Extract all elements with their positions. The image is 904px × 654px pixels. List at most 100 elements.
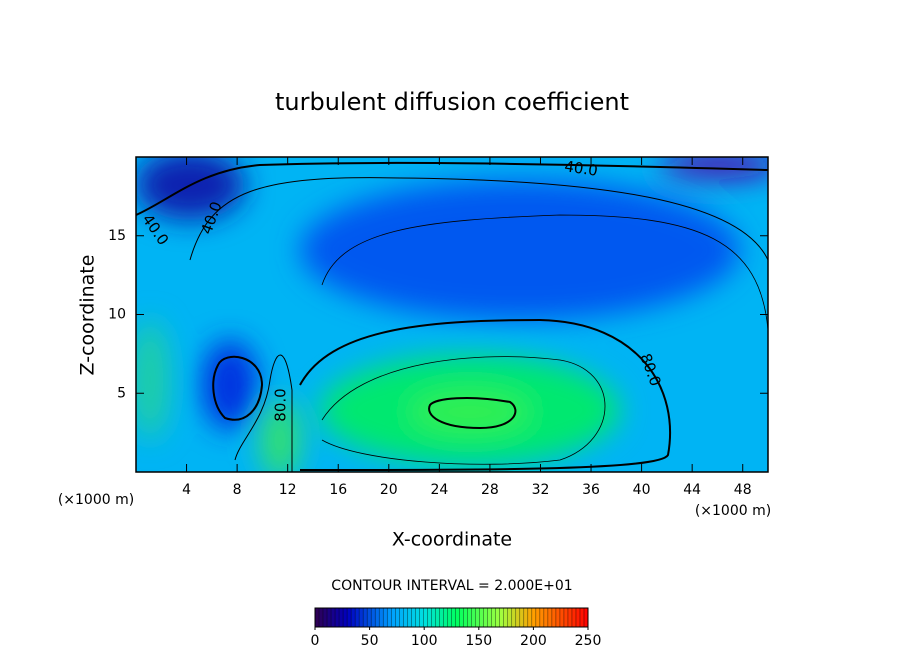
- colorbar-cell: [339, 608, 344, 627]
- x-tick-label: 32: [532, 482, 550, 498]
- colorbar-cell: [483, 608, 488, 627]
- y-axis-title: Z-coordinate: [77, 255, 99, 376]
- x-tick-label: 44: [683, 482, 701, 498]
- x-tick-label: 40: [633, 482, 651, 498]
- colorbar-cell: [567, 608, 573, 627]
- chart-title: turbulent diffusion coefficient: [275, 88, 629, 116]
- colorbar-cell: [351, 608, 356, 627]
- colorbar-cell: [383, 608, 388, 627]
- colorbar-cell: [491, 608, 496, 627]
- x-unit-label: (×1000 m): [58, 492, 134, 508]
- colorbar-cell: [563, 608, 569, 627]
- y-tick-label: 10: [108, 307, 126, 323]
- colorbar-cell: [379, 608, 384, 627]
- colorbar-cell: [447, 608, 452, 627]
- colorbar-tick-label: 250: [575, 633, 602, 649]
- colorbar-cell: [507, 608, 513, 627]
- colorbar-cell: [467, 608, 472, 627]
- colorbar-cell: [431, 608, 436, 627]
- x-tick-label: 4: [182, 482, 191, 498]
- colorbar-cell: [551, 608, 557, 627]
- colorbar-cell: [423, 608, 428, 627]
- x-tick-label: 16: [329, 482, 347, 498]
- colorbar-cell: [347, 608, 352, 627]
- y-tick-label: 15: [108, 228, 126, 244]
- x-unit-label: (×1000 m): [695, 503, 771, 519]
- colorbar-cell: [367, 608, 372, 627]
- y-tick-label: 5: [117, 385, 126, 401]
- colorbar-cell: [399, 608, 404, 627]
- x-axis-title: X-coordinate: [392, 529, 512, 551]
- colorbar-cell: [335, 608, 340, 627]
- colorbar-frame: [314, 607, 589, 628]
- colorbar-cell: [583, 608, 589, 627]
- colorbar-cell: [459, 608, 464, 627]
- colorbar-cell: [323, 608, 328, 627]
- colorbar-cell: [523, 608, 529, 627]
- contour-field: [136, 157, 768, 472]
- contour-interval: CONTOUR INTERVAL = 2.000E+01: [331, 578, 572, 594]
- colorbar-cell: [479, 608, 484, 627]
- colorbar-cell: [475, 608, 480, 627]
- colorbar-cell: [535, 608, 541, 627]
- colorbar-cell: [495, 608, 500, 627]
- contour-label: 40.0: [563, 157, 599, 179]
- colorbar-cell: [527, 608, 533, 627]
- colorbar-tick-label: 0: [311, 633, 320, 649]
- colorbar-cell: [559, 608, 565, 627]
- colorbar-cell: [331, 608, 336, 627]
- x-tick-label: 28: [481, 482, 499, 498]
- colorbar-cell: [395, 608, 400, 627]
- colorbar-cell: [515, 608, 521, 627]
- colorbar-cell: [543, 608, 549, 627]
- colorbar-cell: [503, 608, 509, 627]
- colorbar-cell: [511, 608, 517, 627]
- colorbar-cell: [463, 608, 468, 627]
- colorbar-cell: [547, 608, 553, 627]
- colorbar-tick-label: 100: [411, 633, 438, 649]
- colorbar-cell: [375, 608, 380, 627]
- colorbar-cell: [403, 608, 408, 627]
- colorbar-cell: [427, 608, 432, 627]
- colorbar-cell: [579, 608, 585, 627]
- colorbar-cell: [519, 608, 525, 627]
- x-tick-label: 8: [233, 482, 242, 498]
- colorbar-cell: [387, 608, 392, 627]
- colorbar-cell: [415, 608, 420, 627]
- colorbar-cell: [327, 608, 332, 627]
- colorbar-cell: [443, 608, 448, 627]
- colorbar-cell: [391, 608, 396, 627]
- colorbar-cell: [487, 608, 492, 627]
- x-tick-label: 48: [734, 482, 752, 498]
- colorbar-cell: [439, 608, 444, 627]
- x-tick-label: 36: [582, 482, 600, 498]
- x-tick-label: 12: [279, 482, 297, 498]
- colorbar-cell: [343, 608, 348, 627]
- colorbar-tick-label: 50: [361, 633, 379, 649]
- colorbar-cell: [531, 608, 537, 627]
- colorbar-cell: [571, 608, 577, 627]
- x-tick-label: 20: [380, 482, 398, 498]
- colorbar-cell: [363, 608, 368, 627]
- colorbar-tick-label: 150: [465, 633, 492, 649]
- colorbar-tick-label: 200: [520, 633, 547, 649]
- colorbar-cell: [411, 608, 416, 627]
- colorbar-cell: [575, 608, 581, 627]
- colorbar-cell: [455, 608, 460, 627]
- colorbar-cell: [315, 608, 320, 627]
- colorbar-cell: [419, 608, 424, 627]
- colorbar-cell: [355, 608, 360, 627]
- colorbar-cell: [319, 608, 324, 627]
- colorbar-cell: [471, 608, 476, 627]
- colorbar-cell: [539, 608, 545, 627]
- colorbar-cell: [555, 608, 561, 627]
- colorbar-cell: [435, 608, 440, 627]
- colorbar-cell: [407, 608, 412, 627]
- colorbar-cell: [371, 608, 376, 627]
- contour-label: 80.0: [272, 388, 290, 421]
- colorbar-cell: [499, 608, 504, 627]
- colorbar-cell: [359, 608, 364, 627]
- colorbar-cell: [451, 608, 456, 627]
- x-tick-label: 24: [430, 482, 448, 498]
